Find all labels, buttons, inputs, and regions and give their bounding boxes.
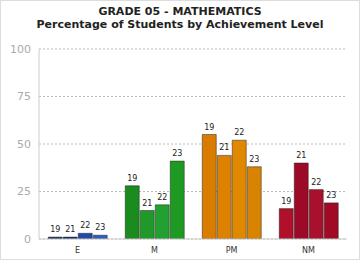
svg-text:22: 22 <box>234 128 244 137</box>
html-text:GRADE 05 - MATHEMATICS: GRADE 05 - MATHEMATICS <box>98 5 262 18</box>
svg-text:21: 21 <box>142 199 152 208</box>
svg-text:22: 22 <box>311 178 321 187</box>
svg-text:23: 23 <box>326 191 336 200</box>
svg-text:PM: PM <box>226 246 238 255</box>
svg-text:M: M <box>151 246 158 255</box>
svg-text:21: 21 <box>296 151 306 160</box>
svg-text:22: 22 <box>157 193 167 202</box>
svg-text:19: 19 <box>50 225 60 234</box>
svg-text:22: 22 <box>80 221 90 230</box>
svg-text:21: 21 <box>65 225 75 234</box>
svg-text:19: 19 <box>204 123 214 132</box>
html-text:Percentage of Students by Achi: Percentage of Students by Achievement Le… <box>36 18 324 31</box>
svg-text:0: 0 <box>24 233 31 246</box>
svg-text:NM: NM <box>302 246 315 255</box>
svg-text:E: E <box>75 246 80 255</box>
svg-text:75: 75 <box>17 90 31 103</box>
svg-text:50: 50 <box>17 138 31 151</box>
svg-text:23: 23 <box>95 223 105 232</box>
svg-text:23: 23 <box>249 155 259 164</box>
svg-text:23: 23 <box>172 149 182 158</box>
svg-text:25: 25 <box>17 185 31 198</box>
svg-text:100: 100 <box>10 43 31 56</box>
svg-text:19: 19 <box>127 174 137 183</box>
svg-text:19: 19 <box>281 197 291 206</box>
svg-text:21: 21 <box>219 143 229 152</box>
